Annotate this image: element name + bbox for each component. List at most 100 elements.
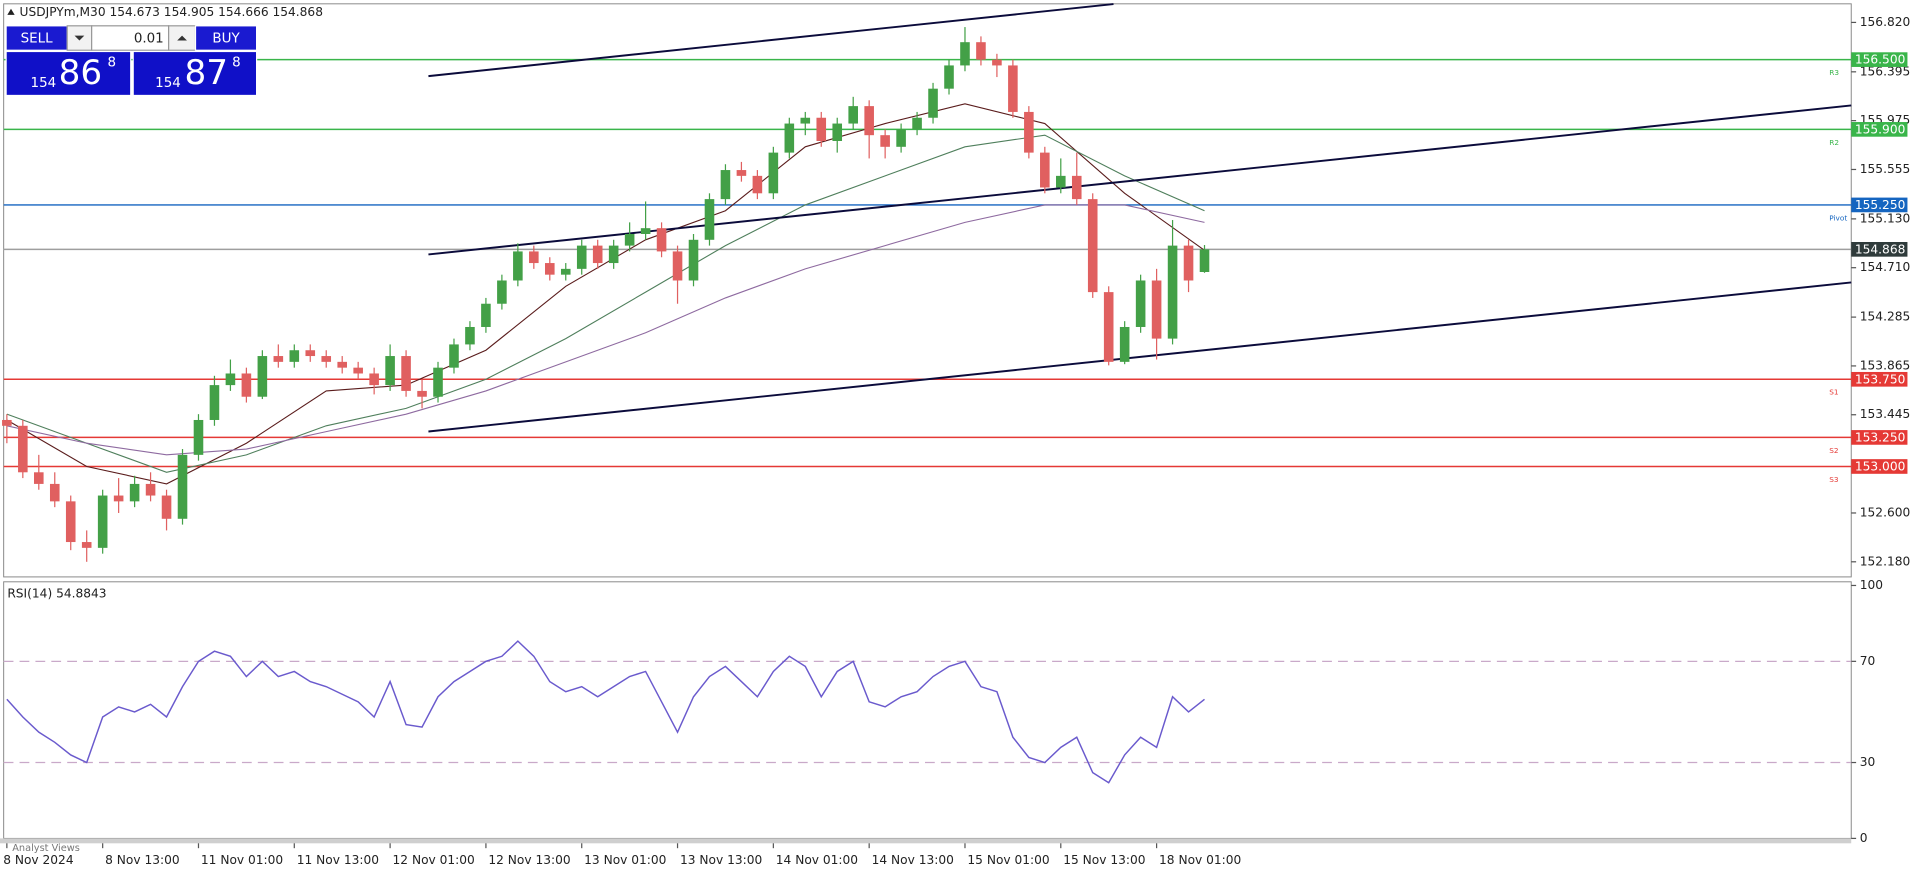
bid-sup: 8 xyxy=(108,55,117,70)
price-panel xyxy=(3,3,1852,578)
y-tick-label: 156.820 xyxy=(1860,15,1910,29)
down-arrow xyxy=(74,35,85,41)
x-tick-label: 8 Nov 13:00 xyxy=(105,853,180,867)
candle-body xyxy=(1103,292,1114,362)
level-label: 155.250 xyxy=(1855,198,1905,212)
collapse-arrow[interactable] xyxy=(7,8,15,15)
level-label-box xyxy=(1851,459,1908,474)
candle-body xyxy=(81,542,92,548)
buy-button[interactable] xyxy=(194,25,258,51)
moving-average xyxy=(6,134,1205,473)
level-name: S1 xyxy=(1829,388,1838,397)
level-label-box xyxy=(1851,371,1908,387)
rsi-line xyxy=(6,640,1205,784)
y-tick-label: 0 xyxy=(1860,831,1868,845)
x-tick-label: 15 Nov 13:00 xyxy=(1063,853,1145,867)
trendline xyxy=(428,3,1114,78)
candle-body xyxy=(353,367,363,374)
candle-body xyxy=(1008,65,1018,112)
candle-body xyxy=(34,472,44,484)
x-tick-label: 14 Nov 01:00 xyxy=(776,853,858,867)
x-tick-label: 13 Nov 13:00 xyxy=(680,853,762,867)
x-tick-label: 12 Nov 13:00 xyxy=(488,853,570,867)
ask-box[interactable] xyxy=(132,50,258,97)
candle-body xyxy=(576,245,587,269)
candle-body xyxy=(592,245,603,264)
candle-body xyxy=(65,501,76,543)
candle-body xyxy=(225,373,236,386)
candle-body xyxy=(1119,326,1130,362)
candle-body xyxy=(49,483,60,502)
y-tick-label: 154.285 xyxy=(1860,310,1910,324)
level-label-box xyxy=(1851,242,1908,257)
candle-body xyxy=(928,88,938,118)
level-name: R2 xyxy=(1829,138,1839,147)
candle-body xyxy=(1183,245,1194,281)
panel-separator xyxy=(0,838,1852,844)
level-label-box xyxy=(1851,430,1908,445)
level-label-box xyxy=(1851,52,1908,67)
buy-label[interactable]: BUY xyxy=(212,32,240,47)
candle-body xyxy=(720,170,731,200)
candle-body xyxy=(545,263,555,275)
candle-body xyxy=(497,280,507,304)
x-tick-label: 11 Nov 13:00 xyxy=(297,853,379,867)
bid-big: 86 xyxy=(59,53,103,93)
candle-body xyxy=(321,356,332,362)
candle-body xyxy=(688,239,699,281)
x-tick-label: 14 Nov 13:00 xyxy=(872,853,954,867)
candle-body xyxy=(1040,152,1050,188)
moving-average xyxy=(6,204,1205,456)
candle-body xyxy=(976,42,986,60)
sell-button[interactable] xyxy=(5,25,68,51)
candle-body xyxy=(608,245,619,264)
level-name: Pivot xyxy=(1829,213,1847,222)
candle-body xyxy=(385,356,395,386)
candle-body xyxy=(848,106,858,124)
candle-body xyxy=(1024,111,1034,153)
level-label: 153.250 xyxy=(1855,431,1905,445)
y-tick-label: 153.865 xyxy=(1860,358,1910,372)
candle-body xyxy=(161,495,172,519)
candle-body xyxy=(1199,249,1210,273)
level-label: 153.750 xyxy=(1855,372,1905,386)
sell-label[interactable]: SELL xyxy=(21,32,54,47)
candle-body xyxy=(113,495,124,502)
y-tick-label: 30 xyxy=(1860,755,1876,769)
y-tick-label: 154.710 xyxy=(1860,260,1910,274)
candle-body xyxy=(18,425,28,473)
tab-label[interactable]: Analyst Views xyxy=(12,843,80,854)
candle-body xyxy=(449,344,459,368)
bid-box[interactable] xyxy=(5,50,132,97)
candle-body xyxy=(337,361,347,368)
y-tick-label: 155.555 xyxy=(1860,162,1910,176)
candle-body xyxy=(529,251,539,264)
candle-body xyxy=(2,419,12,426)
candle-body xyxy=(97,495,108,548)
candle-body xyxy=(177,454,188,519)
candle-body xyxy=(209,385,220,420)
candle-body xyxy=(640,228,651,234)
candle-body xyxy=(672,251,683,281)
level-label: 153.000 xyxy=(1855,460,1905,474)
candle-body xyxy=(289,350,300,362)
level-name: S2 xyxy=(1829,446,1838,455)
candle-body xyxy=(305,350,316,357)
candle-body xyxy=(864,106,874,136)
candle-body xyxy=(784,123,795,153)
candle-body xyxy=(145,483,156,496)
candle-body xyxy=(129,483,140,502)
candle-body xyxy=(768,152,779,194)
candle-body xyxy=(752,175,763,194)
y-tick-label: 153.445 xyxy=(1860,407,1910,421)
candle-body xyxy=(193,419,204,455)
candle-body xyxy=(481,303,491,327)
candle-body xyxy=(1087,199,1098,293)
y-tick-label: 156.395 xyxy=(1860,64,1910,78)
ask-big: 87 xyxy=(185,53,229,93)
candle-body xyxy=(1071,175,1082,200)
candle-body xyxy=(401,356,411,391)
x-tick-label: 15 Nov 01:00 xyxy=(967,853,1049,867)
candle-body xyxy=(912,117,922,130)
lot-value[interactable]: 0.01 xyxy=(134,32,164,47)
